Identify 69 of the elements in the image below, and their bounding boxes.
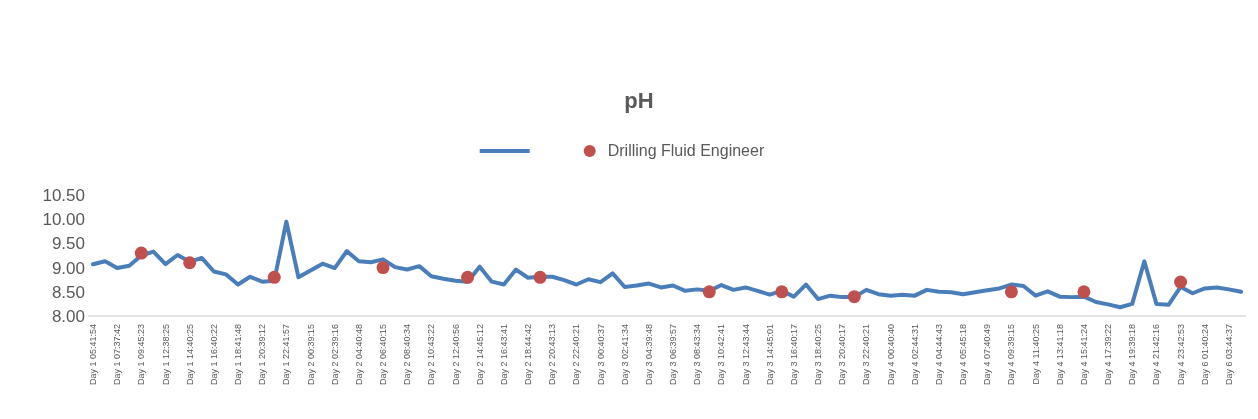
x-tick-label: Day 6 01:40:24: [1199, 324, 1210, 386]
x-tick-label: Day 2 22:40:21: [571, 324, 582, 386]
x-tick-label: Day 2 00:39:15: [305, 324, 316, 386]
x-tick-label: Day 2 06:40:15: [378, 324, 389, 386]
x-tick-label: Day 2 08:40:34: [402, 324, 413, 386]
y-tick-label: 10.50: [42, 186, 85, 205]
point: [533, 270, 547, 284]
line-series: [91, 219, 1243, 310]
x-tick-label: Day 4 07:40:49: [982, 324, 993, 386]
x-tick-label: Day 2 10:43:22: [426, 324, 437, 386]
y-tick-label: 9.50: [51, 234, 85, 254]
chart-title: pH: [624, 88, 654, 113]
x-tick-label: Day 4 19:39:18: [1127, 324, 1138, 386]
x-tick-label: Day 2 20:43:13: [547, 324, 558, 386]
x-tick-label: Day 1 18:41:48: [233, 324, 244, 386]
legend-label: Drilling Fluid Engineer: [607, 142, 765, 159]
point: [1004, 285, 1018, 299]
x-tick-label: Day 2 04:40:48: [353, 324, 364, 386]
x-tick-label: Day 3 18:40:25: [813, 324, 824, 386]
x-tick-label: Day 1 20:39:12: [257, 324, 268, 386]
x-tick-label: Day 1 14:40:25: [184, 324, 195, 386]
x-tick-label: Day 3 16:40:17: [788, 324, 799, 386]
point: [847, 290, 861, 304]
x-tick-label: Day 1 22:41:57: [281, 324, 292, 386]
x-tick-label: Day 4 05:45:18: [958, 324, 969, 386]
x-tick-label: Day 4 00:40:40: [885, 324, 896, 386]
x-tick-label: Day 3 22:40:21: [861, 324, 872, 386]
y-tick-label: 8.50: [51, 282, 85, 302]
point: [376, 261, 390, 275]
x-tick-label: Day 3 02:41:34: [619, 324, 630, 386]
x-tick-label: Day 1 07:37:42: [112, 324, 123, 386]
x-tick-label: Day 3 20:40:17: [837, 324, 848, 386]
x-tick-label: Day 2 12:40:56: [450, 324, 461, 386]
x-tick-label: Day 3 04:39:48: [643, 324, 654, 386]
x-tick-label: Day 4 15:41:24: [1078, 324, 1089, 386]
x-tick-label: Day 3 14:45:01: [764, 324, 775, 386]
point: [1077, 285, 1091, 299]
point: [134, 246, 148, 260]
x-tick-label: Day 4 13:41:18: [1054, 324, 1065, 386]
x-tick-label: Day 1 16:40:22: [208, 324, 219, 386]
x-tick-label: Day 2 02:39:16: [329, 324, 340, 386]
point: [1174, 275, 1188, 289]
x-tick-label: Day 2 14:45:12: [474, 324, 485, 386]
point: [267, 270, 281, 284]
x-tick-label: Day 3 10:42:41: [716, 324, 727, 386]
x-tick-label: Day 3 08:43:34: [692, 324, 703, 386]
x-tick-label: Day 4 04:44:43: [933, 324, 944, 386]
x-tick-label: Day 6 03:44:37: [1223, 324, 1234, 386]
x-tick-label: Day 4 23:42:53: [1175, 324, 1186, 386]
x-tick-label: Day 4 02:44:31: [909, 324, 920, 386]
y-tick-label: 9.00: [51, 258, 85, 278]
x-tick-label: Day 4 17:39:22: [1103, 324, 1114, 386]
y-tick-label: 8.00: [51, 307, 85, 326]
x-tick-label: Day 1 05:41:54: [88, 324, 98, 386]
x-tick-label: Day 4 11:40:25: [1030, 324, 1041, 385]
point: [183, 256, 197, 270]
y-tick-label: 10.00: [42, 210, 85, 230]
x-tick-label: Day 4 21:42:16: [1151, 324, 1162, 386]
x-tick-label: Day 3 00:40:37: [595, 324, 606, 386]
x-tick-label: Day 2 16:43:41: [498, 324, 509, 386]
x-tick-label: Day 2 18:44:42: [523, 324, 534, 386]
x-tick-label: Day 4 09:39:15: [1006, 324, 1017, 386]
point: [702, 285, 716, 299]
point: [461, 270, 475, 284]
point: [775, 285, 789, 299]
x-tick-label: Day 3 12:43:44: [740, 324, 751, 386]
x-tick-label: Day 3 06:39:57: [668, 324, 679, 386]
x-tick-label: Day 1 09:45:23: [136, 324, 147, 386]
x-tick-label: Day 1 12:38:25: [160, 324, 171, 386]
